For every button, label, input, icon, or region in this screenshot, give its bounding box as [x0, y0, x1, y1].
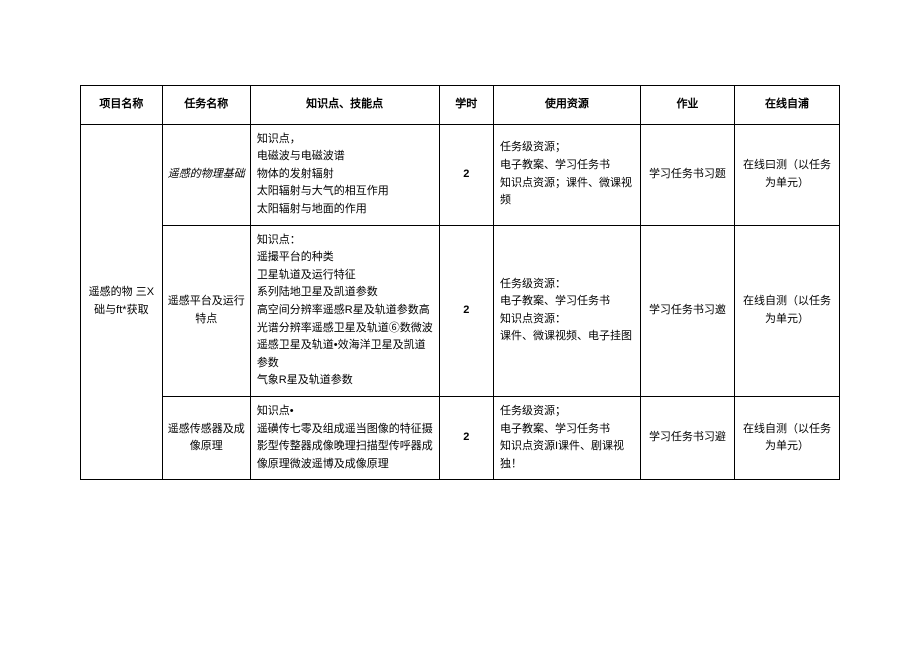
knowledge-cell: 知识点，电磁波与电磁波谱物体的发射辐射太阳辐射与大气的相互作用太阳辐射与地面的作… [250, 124, 439, 225]
header-task: 任务名称 [162, 86, 250, 125]
hours-cell: 2 [439, 124, 494, 225]
online-cell: 在线曰测（以任务为单元） [735, 124, 840, 225]
resource-cell: 任务级资源；电子教案、学习任务书知识点资源；课件、微课视频 [494, 124, 641, 225]
header-project: 项目名称 [81, 86, 163, 125]
knowledge-cell: 知识点：遥撮平台的种类卫星轨道及运行特征系列陆地卫星及凯道参数高空间分辨率遥感R… [250, 225, 439, 396]
header-resource: 使用资源 [494, 86, 641, 125]
course-table: 项目名称 任务名称 知识点、技能点 学时 使用资源 作业 在线自浦 遥感的物 三… [80, 85, 840, 480]
hours-cell: 2 [439, 225, 494, 396]
table-row: 遥感传感器及成像原理 知识点•遥磺传七零及组成遥当图像的特征摄影型传整器成像晚理… [81, 396, 840, 479]
header-row: 项目名称 任务名称 知识点、技能点 学时 使用资源 作业 在线自浦 [81, 86, 840, 125]
header-homework: 作业 [640, 86, 734, 125]
online-cell: 在线自测（以任务为单元） [735, 396, 840, 479]
online-cell: 在线自测（以任务为单元） [735, 225, 840, 396]
hours-cell: 2 [439, 396, 494, 479]
task-cell: 遥感的物理基础 [162, 124, 250, 225]
homework-cell: 学习任务书习题 [640, 124, 734, 225]
knowledge-cell: 知识点•遥磺传七零及组成遥当图像的特征摄影型传整器成像晚理扫描型传呼器成像原理微… [250, 396, 439, 479]
header-knowledge: 知识点、技能点 [250, 86, 439, 125]
homework-cell: 学习任务书习邀 [640, 225, 734, 396]
resource-cell: 任务级资源；电子教案、学习任务书知识点资源I课件、剧课视独！ [494, 396, 641, 479]
project-cell: 遥感的物 三X 础与ft*获取 [81, 124, 163, 480]
table-row: 遥感平台及运行特点 知识点：遥撮平台的种类卫星轨道及运行特征系列陆地卫星及凯道参… [81, 225, 840, 396]
task-cell: 遥感平台及运行特点 [162, 225, 250, 396]
task-cell: 遥感传感器及成像原理 [162, 396, 250, 479]
header-hours: 学时 [439, 86, 494, 125]
header-online: 在线自浦 [735, 86, 840, 125]
table-row: 遥感的物 三X 础与ft*获取 遥感的物理基础 知识点，电磁波与电磁波谱物体的发… [81, 124, 840, 225]
resource-cell: 任务级资源：电子教案、学习任务书知识点资源：课件、微课视频、电子挂图 [494, 225, 641, 396]
homework-cell: 学习任务书习避 [640, 396, 734, 479]
